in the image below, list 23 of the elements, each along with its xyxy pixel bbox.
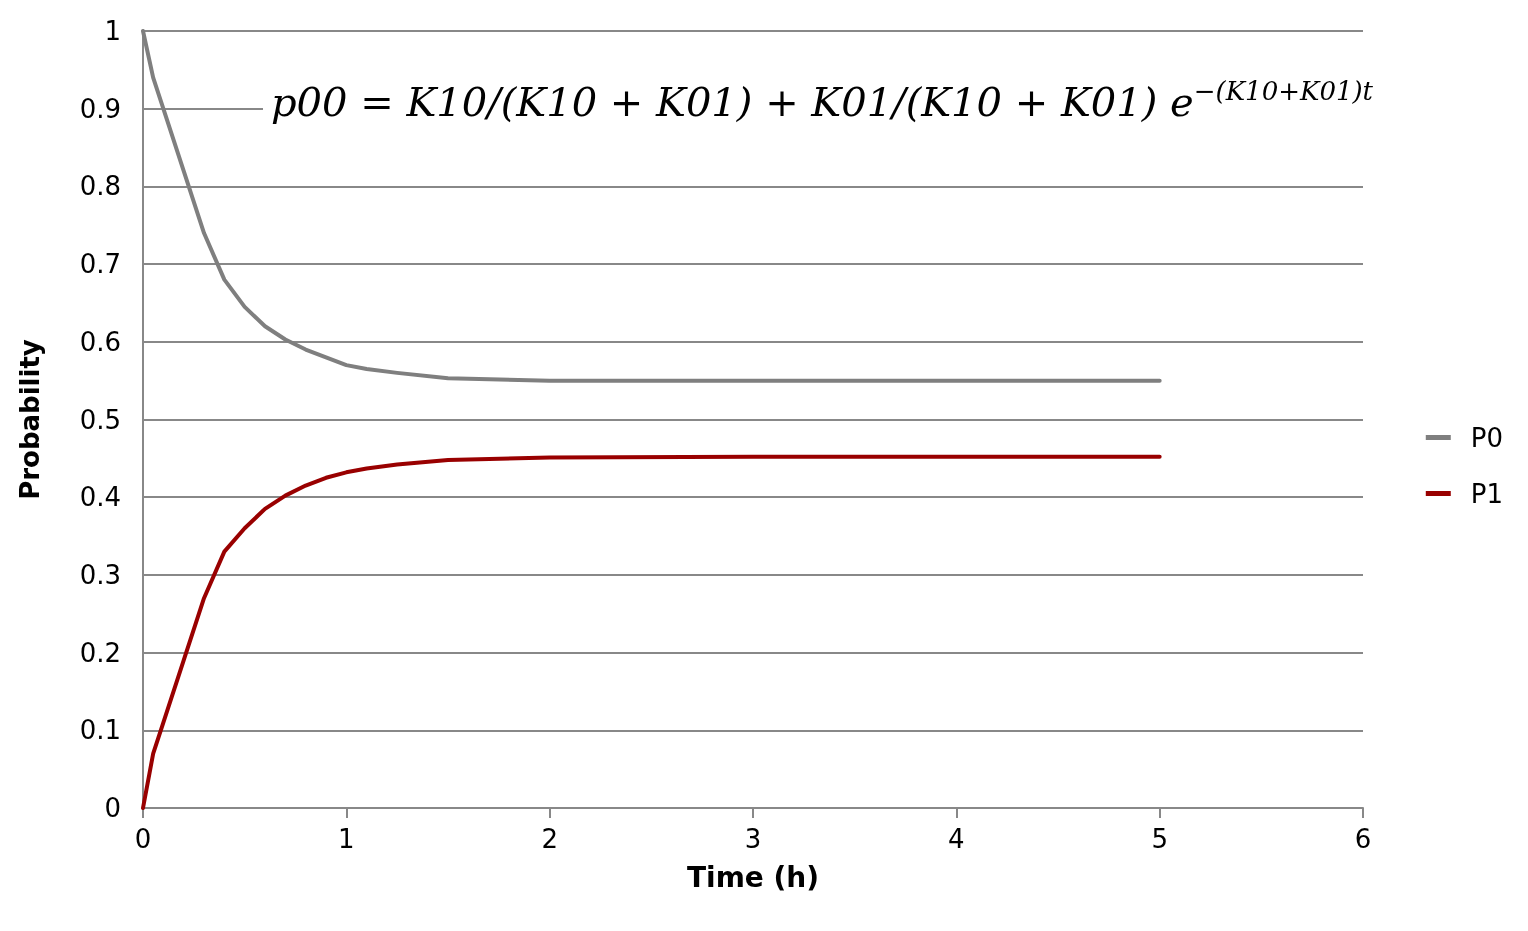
line-series bbox=[141, 454, 1162, 810]
y-tick-label: 0.9 bbox=[79, 93, 121, 124]
y-tick-label: 0.8 bbox=[79, 171, 121, 202]
legend-label: P1 bbox=[1470, 478, 1504, 509]
x-axis-title: Time (h) bbox=[686, 860, 820, 894]
y-tick-label: 0.5 bbox=[79, 404, 121, 435]
y-axis-title: Probability bbox=[15, 339, 45, 500]
x-tick-label: 4 bbox=[948, 824, 965, 854]
y-tick-label: 0 bbox=[104, 793, 121, 823]
x-tick-label: 1 bbox=[338, 824, 355, 854]
y-tick-label: 1 bbox=[104, 16, 121, 46]
legend-label: P0 bbox=[1470, 422, 1504, 453]
y-tick-label: 0.2 bbox=[79, 637, 121, 668]
x-tick-label: 6 bbox=[1354, 824, 1372, 854]
y-tick-label: 0.3 bbox=[79, 559, 121, 590]
y-tick-label: 0.1 bbox=[79, 715, 121, 746]
x-tick-label: 0 bbox=[134, 824, 152, 854]
y-tick-label: 0.4 bbox=[79, 482, 121, 513]
x-tick-label: 2 bbox=[541, 824, 558, 854]
y-tick-label: 0.7 bbox=[79, 249, 121, 280]
x-tick-label: 3 bbox=[744, 824, 762, 854]
x-tick-label: 5 bbox=[1151, 824, 1168, 854]
y-tick-label: 0.6 bbox=[79, 326, 121, 357]
